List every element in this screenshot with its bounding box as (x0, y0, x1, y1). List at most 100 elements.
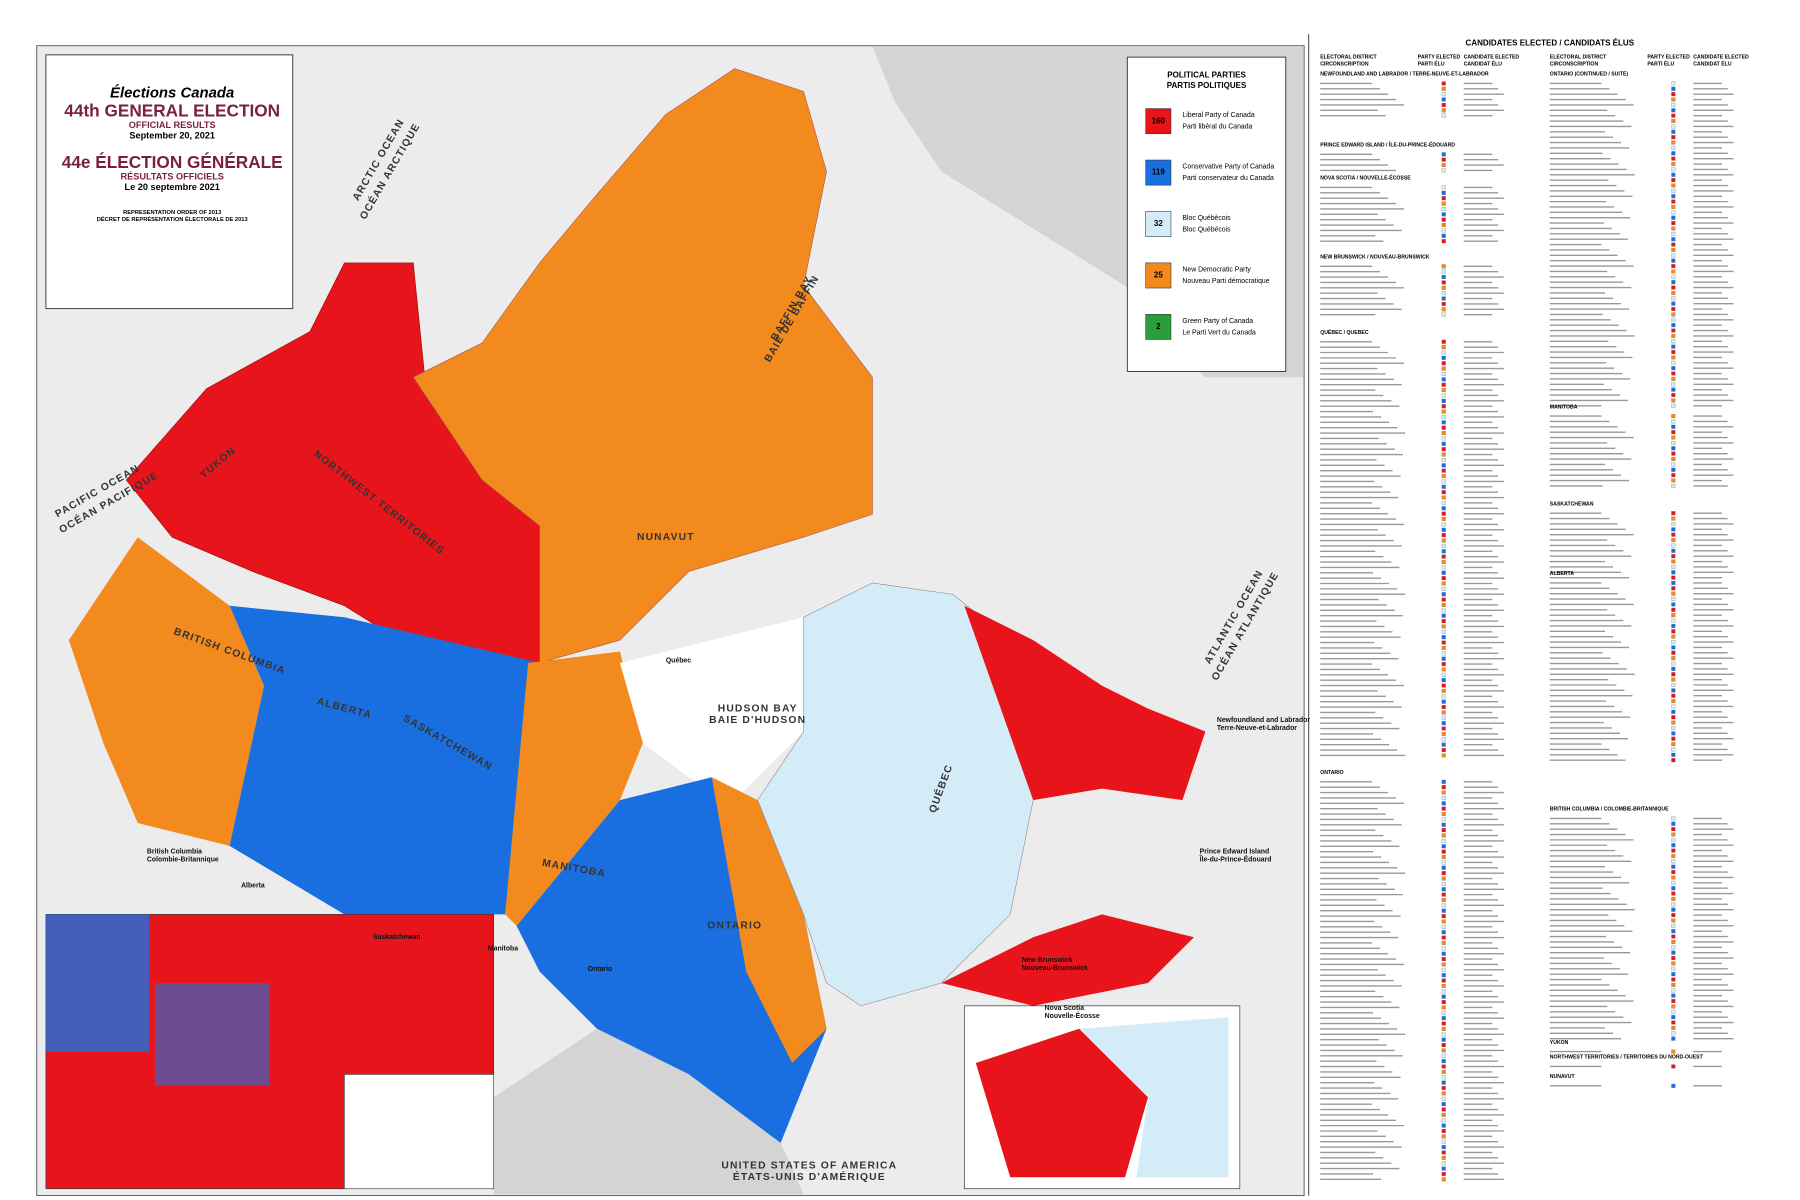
party-square (1671, 264, 1676, 269)
manitoba (505, 651, 643, 926)
party-square (1441, 538, 1446, 543)
party-square (1441, 113, 1446, 118)
section-header: ALBERTA (1550, 571, 1575, 577)
party-square (1671, 742, 1676, 747)
party-square (1671, 393, 1676, 397)
party-square (1441, 1155, 1446, 1160)
party-square (1671, 398, 1676, 403)
party-square (1671, 156, 1676, 161)
party-square (1441, 372, 1446, 376)
party-square (1441, 1123, 1446, 1128)
party-square (1441, 201, 1446, 206)
section-header: NUNAVUT (1550, 1074, 1576, 1080)
party-square (1671, 564, 1676, 569)
party-square (1671, 645, 1676, 650)
party-square (1441, 629, 1446, 634)
party-square (1441, 737, 1446, 742)
party-square (1441, 511, 1446, 516)
inset-label: Saskatchewan (373, 934, 420, 941)
party-square (1671, 693, 1676, 698)
party-square (1671, 661, 1676, 666)
party-square (1441, 533, 1446, 538)
party-square (1671, 81, 1676, 86)
party-square (1671, 274, 1676, 279)
inset-label: Nouvelle-Écosse (1045, 1011, 1100, 1020)
inset-label: Québec (666, 657, 691, 664)
date-en: September 20, 2021 (129, 130, 215, 140)
party-square (1671, 113, 1676, 118)
section-header: PRINCE EDWARD ISLAND / ÎLE-DU-PRINCE-ÉDO… (1320, 141, 1455, 149)
party-square (1671, 688, 1676, 693)
party-square (1671, 837, 1676, 842)
section-header: MANITOBA (1550, 404, 1578, 410)
party-square (1441, 705, 1446, 710)
party-square (1671, 902, 1676, 907)
party-square (1441, 102, 1446, 107)
party-square (1441, 903, 1446, 908)
party-square (1441, 1107, 1446, 1112)
party-square (1441, 425, 1446, 430)
party-square (1441, 280, 1446, 285)
montreal-bloc (1079, 1017, 1229, 1178)
section-header: BRITISH COLUMBIA / COLOMBIE-BRITANNIQUE (1550, 807, 1669, 813)
party-square (1671, 977, 1676, 982)
column-header: CANDIDATE ELECTED (1464, 55, 1520, 61)
inset-label: Colombie-Britannique (147, 856, 219, 863)
party-square (1671, 972, 1676, 977)
party-square (1671, 843, 1676, 848)
party-square (1671, 86, 1676, 91)
party-square (1441, 168, 1446, 173)
party-square (1441, 844, 1446, 849)
party-square (1441, 560, 1446, 564)
labrador (964, 605, 1206, 801)
party-square (1671, 242, 1676, 247)
party-square (1441, 1134, 1446, 1139)
section-header: YUKON (1550, 1040, 1569, 1046)
column-header: ELECTORAL DISTRICT (1550, 55, 1607, 61)
party-square (1671, 629, 1676, 634)
title-fr: 44e ÉLECTION GÉNÉRALE (62, 152, 283, 172)
party-name-fr: Bloc Québécois (1182, 227, 1231, 234)
map-label: BAIE D'HUDSON (709, 715, 806, 726)
party-square (1671, 832, 1676, 837)
party-square (1671, 307, 1676, 312)
party-square (1441, 892, 1446, 897)
party-square (1441, 490, 1446, 495)
party-square (1441, 790, 1446, 795)
party-square (1441, 1053, 1446, 1058)
party-square (1671, 511, 1676, 516)
seat-count: 119 (1152, 168, 1165, 177)
party-square (1441, 667, 1446, 672)
party-square (1441, 624, 1446, 629)
column-header: PARTY ELECTED (1647, 55, 1690, 61)
nunavut (412, 68, 873, 664)
party-square (1441, 157, 1446, 162)
party-square (1671, 736, 1676, 741)
party-name-fr: Parti conservateur du Canada (1182, 175, 1274, 182)
party-square (1671, 296, 1676, 301)
party-square (1441, 849, 1446, 854)
party-square (1441, 1150, 1446, 1155)
party-square (1441, 565, 1446, 570)
party-square (1441, 1010, 1446, 1015)
party-square (1671, 864, 1676, 869)
party-square (1441, 887, 1446, 892)
party-square (1671, 956, 1676, 961)
party-square (1671, 854, 1676, 858)
party-square (1671, 467, 1676, 472)
party-square (1441, 436, 1446, 441)
party-square (1671, 440, 1676, 445)
party-square (1441, 1021, 1446, 1026)
party-square (1441, 715, 1446, 720)
section-header: NOVA SCOTIA / NOUVELLE-ÉCOSSE (1320, 174, 1411, 182)
party-square (1441, 291, 1446, 296)
party-square (1671, 672, 1676, 677)
party-square (1671, 726, 1676, 730)
party-square (1671, 194, 1676, 199)
party-square (1671, 188, 1676, 193)
party-square (1441, 1118, 1446, 1123)
inset-label: Ontario (588, 966, 612, 973)
party-square (1441, 415, 1446, 419)
party-square (1671, 124, 1676, 129)
